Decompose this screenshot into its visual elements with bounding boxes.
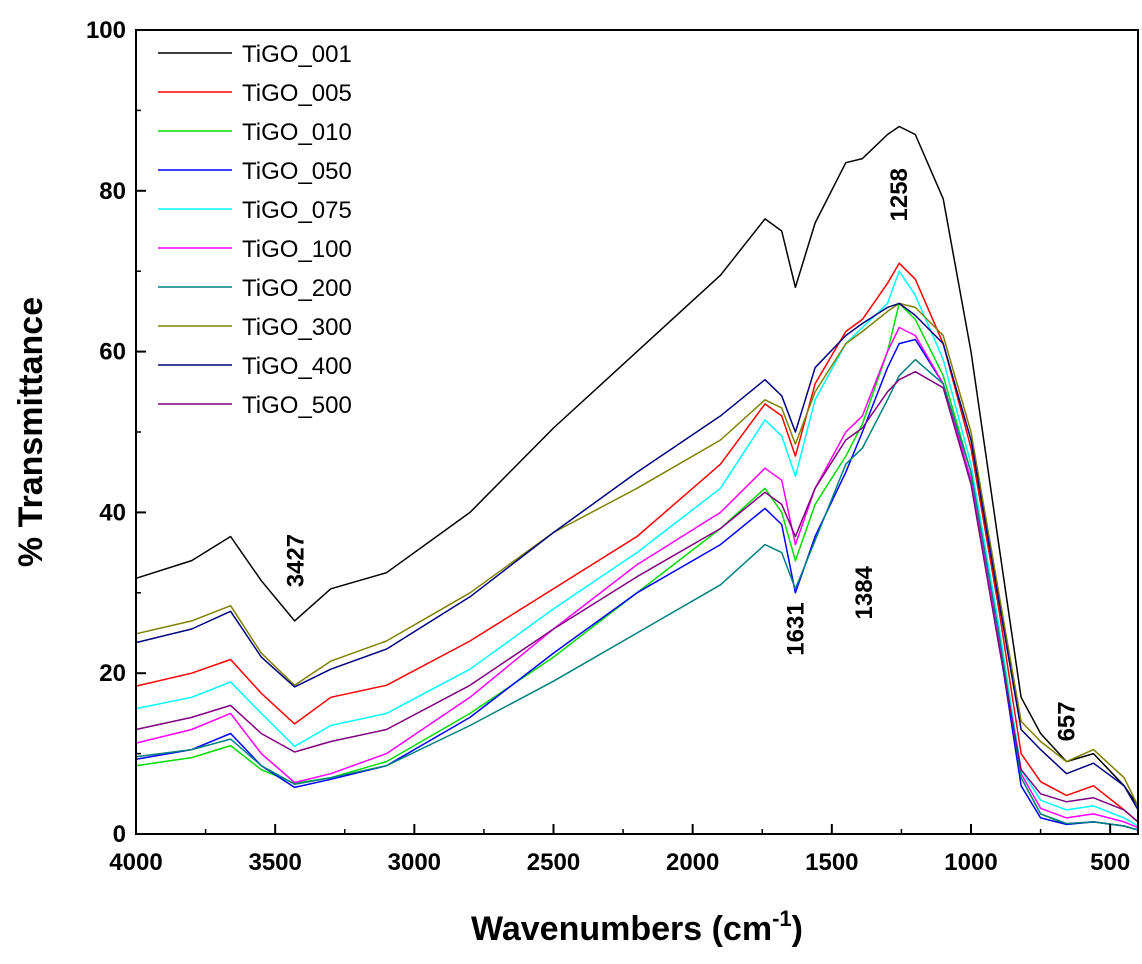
x-tick-label: 2500 xyxy=(527,849,580,876)
legend: TiGO_001 TiGO_005 TiGO_010 TiGO_050 TiGO_075… xyxy=(158,41,352,419)
peak-label-3427: 3427 xyxy=(283,534,310,587)
legend-label-TiGO_400: TiGO_400 xyxy=(242,353,352,380)
y-axis-title: % Transmittance xyxy=(12,297,50,567)
y-tick-label: 80 xyxy=(99,178,126,205)
legend-label-TiGO_050: TiGO_050 xyxy=(242,158,352,185)
x-tick-label: 4000 xyxy=(109,849,162,876)
legend-label-TiGO_500: TiGO_500 xyxy=(242,392,352,419)
legend-label-TiGO_005: TiGO_005 xyxy=(242,80,352,107)
peak-label-1258: 1258 xyxy=(886,168,913,221)
y-tick-label: 100 xyxy=(86,17,126,44)
x-tick-label: 3000 xyxy=(388,849,441,876)
x-axis-title-sup: -1 xyxy=(772,906,792,931)
y-tick-label: 0 xyxy=(113,821,126,848)
series-line-TiGO_400 xyxy=(135,302,1139,811)
y-tick-label: 60 xyxy=(99,339,126,366)
x-tick-label: 3500 xyxy=(248,849,301,876)
series-line-TiGO_001 xyxy=(135,125,1139,807)
y-tick-label: 20 xyxy=(99,660,126,687)
series-layer xyxy=(135,125,1139,831)
x-axis-title-close: ) xyxy=(792,910,803,948)
legend-label-TiGO_001: TiGO_001 xyxy=(242,41,352,68)
legend-label-TiGO_200: TiGO_200 xyxy=(242,275,352,302)
annotations: 3427 1631 1384 1258 657 xyxy=(283,168,1081,741)
x-axis-title: Wavenumbers (cm-1) xyxy=(471,906,803,948)
series-line-TiGO_500 xyxy=(135,370,1139,823)
plot-frame xyxy=(135,29,1139,835)
series-line-TiGO_300 xyxy=(135,302,1139,807)
x-axis-title-main: Wavenumbers (cm xyxy=(471,910,772,948)
series-line-TiGO_005 xyxy=(135,262,1139,823)
legend-label-TiGO_300: TiGO_300 xyxy=(242,314,352,341)
peak-label-1631: 1631 xyxy=(782,602,809,655)
y-tick-label: 40 xyxy=(99,499,126,526)
x-tick-label: 1500 xyxy=(805,849,858,876)
x-axis: 4000 3500 3000 2500 2000 1500 1000 500 xyxy=(109,824,1130,876)
x-tick-label: 1000 xyxy=(944,849,997,876)
series-line-TiGO_200 xyxy=(135,358,1139,831)
x-tick-label: 2000 xyxy=(666,849,719,876)
x-tick-label: 500 xyxy=(1090,849,1130,876)
series-line-TiGO_050 xyxy=(135,338,1139,831)
legend-label-TiGO_075: TiGO_075 xyxy=(242,197,352,224)
peak-label-1384: 1384 xyxy=(851,565,878,619)
legend-label-TiGO_100: TiGO_100 xyxy=(242,236,352,263)
series-line-TiGO_075 xyxy=(135,270,1139,827)
peak-label-657: 657 xyxy=(1054,701,1081,741)
y-axis: 0 20 40 60 80 100 xyxy=(86,17,146,848)
legend-label-TiGO_010: TiGO_010 xyxy=(242,119,352,146)
